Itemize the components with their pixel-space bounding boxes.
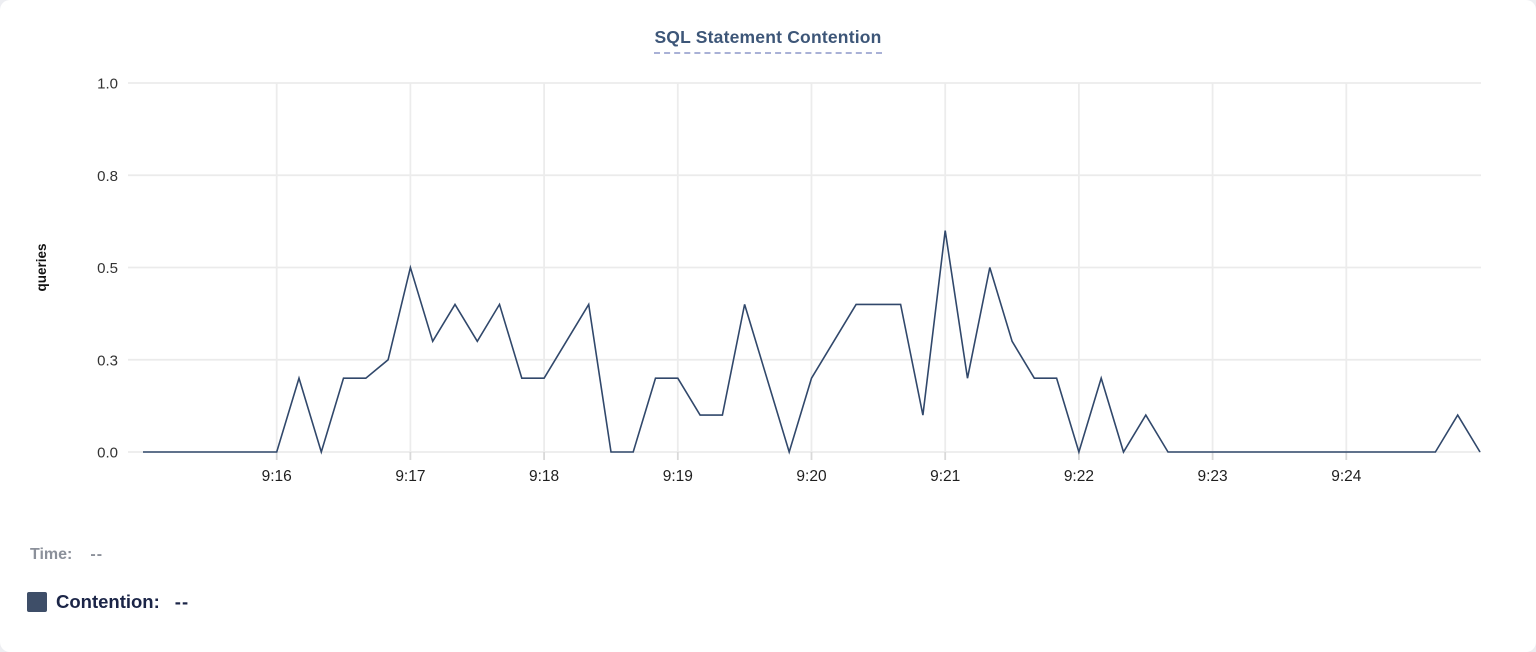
x-tick-label: 9:20: [796, 468, 827, 485]
y-tick-label: 0.8: [97, 168, 118, 185]
legend-contention-value: --: [174, 591, 190, 612]
y-tick-label: 0.5: [97, 260, 118, 277]
x-tick-label: 9:17: [395, 468, 425, 485]
y-tick-label: 1.0: [97, 76, 118, 93]
chart-title[interactable]: SQL Statement Contention: [654, 27, 882, 54]
x-tick-label: 9:23: [1198, 468, 1228, 485]
x-tick-label: 9:18: [529, 468, 559, 485]
legend-contention-label: Contention:: [56, 591, 160, 612]
chart-header: SQL Statement Contention: [0, 27, 1536, 54]
y-tick-label: 0.3: [97, 352, 118, 369]
legend-time-label: Time:: [30, 546, 73, 563]
x-tick-label: 9:22: [1064, 468, 1094, 485]
x-tick-label: 9:24: [1331, 468, 1362, 485]
contention-series-swatch: [27, 592, 47, 612]
contention-line-chart[interactable]: 0.0 0.3 0.5 0.8 1.0 9:16 9:17 9:18 9:19 9:20 9:21 9…: [0, 55, 1536, 515]
legend-time-row: Time: --: [30, 546, 103, 564]
y-axis-title: queries: [34, 243, 49, 291]
y-tick-label: 0.0: [97, 445, 118, 462]
x-tick-label: 9:16: [262, 468, 292, 485]
legend-contention-row: Contention: --: [27, 591, 189, 613]
contention-series-line: [143, 230, 1481, 455]
legend-time-value: --: [90, 546, 104, 563]
x-tick-label: 9:19: [663, 468, 693, 485]
x-tick-label: 9:21: [930, 468, 960, 485]
